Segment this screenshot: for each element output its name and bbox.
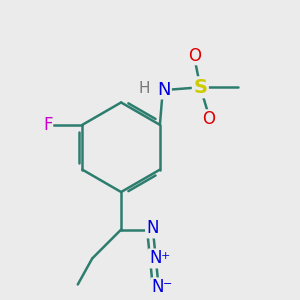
Text: N: N	[146, 219, 159, 237]
Text: N: N	[152, 278, 164, 296]
Text: S: S	[193, 78, 207, 97]
Text: O: O	[202, 110, 215, 128]
Text: O: O	[188, 46, 201, 64]
Text: N: N	[158, 81, 171, 99]
Text: N: N	[149, 250, 161, 268]
Text: −: −	[163, 280, 172, 290]
Text: H: H	[138, 81, 150, 96]
Text: +: +	[160, 250, 170, 261]
Text: F: F	[43, 116, 52, 134]
